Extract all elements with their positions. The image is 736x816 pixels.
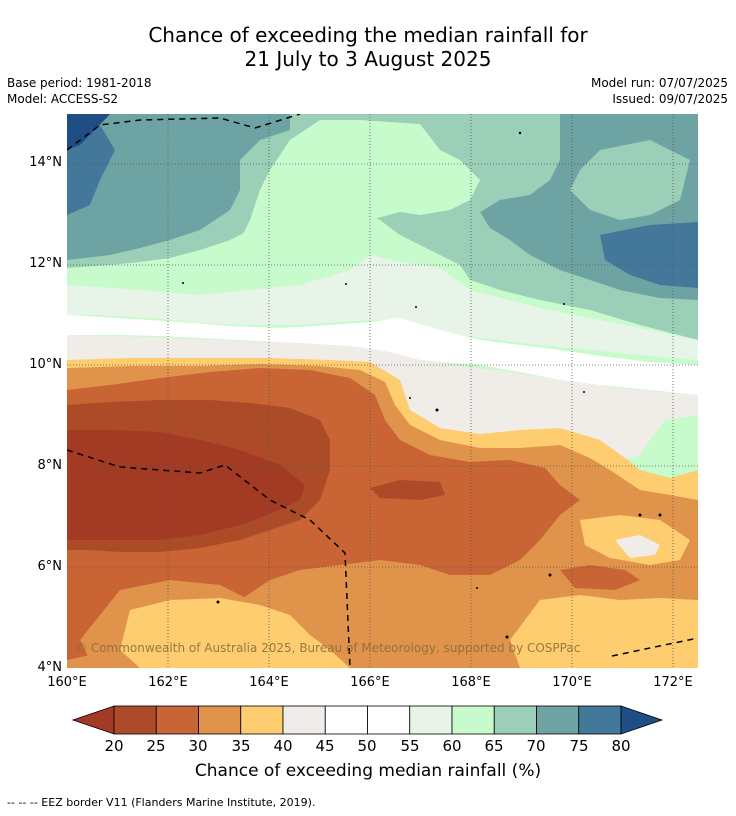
map-area [67,114,698,668]
map-title-line2: 21 July to 3 August 2025 [244,47,492,71]
colorbar-swatch [324,705,368,735]
colorbar-tick: 45 [315,737,335,755]
map-title-line1: Chance of exceeding the median rainfall … [148,23,588,47]
eez-border [67,114,698,668]
colorbar-tick: 60 [442,737,462,755]
band-20 [67,430,305,540]
band-40-southeast [510,595,698,668]
colorbar-high-arrow [620,705,664,735]
band-25-center [370,480,445,500]
lat-label-10n: 10°N [29,357,62,372]
colorbar-swatch [113,705,157,735]
graticule [67,114,698,668]
colorbar-tick: 50 [357,737,377,755]
colorbar-swatch [536,705,580,735]
colorbar-tick: 35 [231,737,251,755]
lon-label-164e: 164°E [249,675,289,690]
lat-label-14n: 14°N [29,155,62,170]
band-45 [67,335,698,460]
colorbar-swatch [493,705,537,735]
lon-label-168e: 168°E [451,675,491,690]
lon-label-160e: 160°E [47,675,87,690]
band-80-west [67,125,115,215]
model-run: Model run: 07/07/2025 [590,76,728,90]
colorbar-swatch [155,705,199,735]
colorbar-swatch [451,705,495,735]
colorbar-tick: 75 [569,737,589,755]
colorbar-tick: 40 [273,737,293,755]
meta-left: Base period: 1981-2018 Model: ACCESS-S2 [7,75,152,107]
lon-label-172e: 172°E [653,675,693,690]
band-75 [67,114,290,260]
meta-right: Model run: 07/07/2025 Issued: 09/07/2025 [591,75,728,107]
colorbar-tick: 65 [484,737,504,755]
band-70-east [570,140,690,220]
base-period: Base period: 1981-2018 [7,76,152,90]
band-30-east [560,565,640,590]
issued-date: Issued: 09/07/2025 [612,92,728,106]
colorbar-swatch [282,705,326,735]
model-name: Model: ACCESS-S2 [7,92,119,106]
eez-legend: -- -- -- EEZ border V11 (Flanders Marine… [7,796,316,809]
lon-label-170e: 170°E [552,675,592,690]
band-50 [67,315,698,395]
islands [182,131,662,639]
band-40-south [120,598,350,668]
band-45-east [615,535,660,558]
colorbar-swatch [240,705,284,735]
lat-label-4n: 4°N [37,660,63,675]
lat-label-6n: 6°N [37,559,63,574]
colorbar-tick: 25 [146,737,166,755]
colorbar [71,705,664,735]
colorbar-label: Chance of exceeding median rainfall (%) [194,761,542,781]
colorbar-tick: 70 [526,737,546,755]
lat-label-8n: 8°N [37,458,63,473]
band-65-center [240,120,480,262]
colorbar-tick: 20 [104,737,124,755]
colorbar-swatch [578,705,622,735]
colorbar-tick: 55 [400,737,420,755]
colorbar-swatch [198,705,242,735]
lat-label-12n: 12°N [29,256,62,271]
band-80-east [600,222,698,288]
copyright-text: © Commonwealth of Australia 2025, Bureau… [75,641,581,655]
lon-label-162e: 162°E [148,675,188,690]
colorbar-tick: 30 [188,737,208,755]
colorbar-tick: 80 [611,737,631,755]
lon-label-166e: 166°E [350,675,390,690]
colorbar-low-arrow [71,705,115,735]
colorbar-swatch [367,705,411,735]
colorbar-swatch [409,705,453,735]
band-60 [67,255,698,360]
